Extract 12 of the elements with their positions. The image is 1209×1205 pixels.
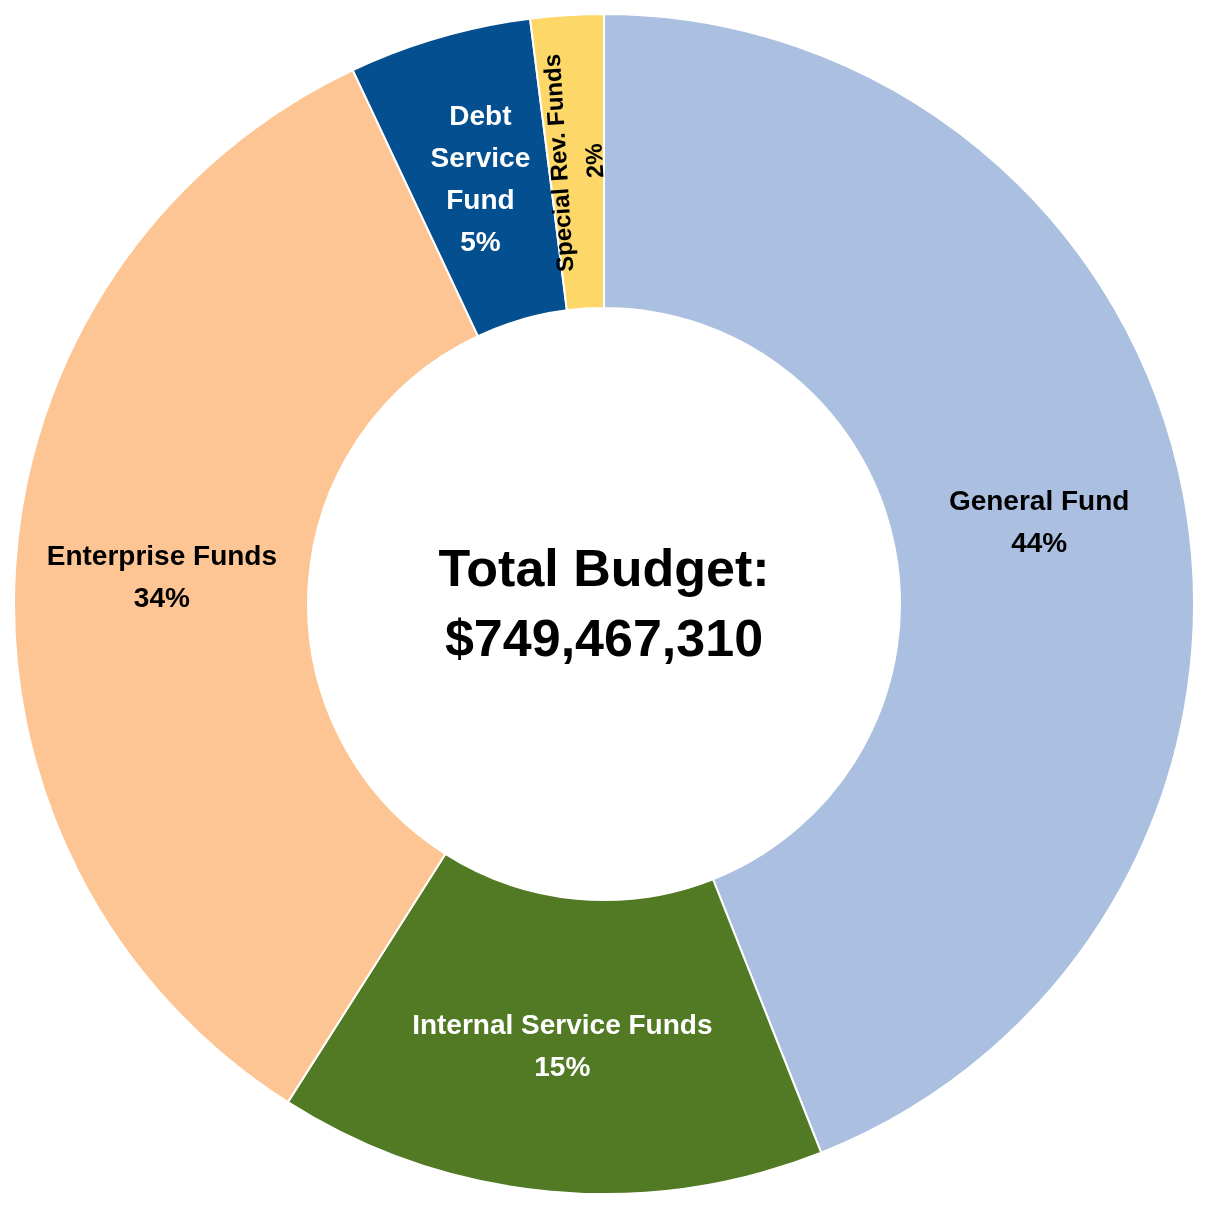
data-label: 15%	[534, 1050, 591, 1082]
slice-label: Internal Service Funds	[412, 1008, 713, 1040]
slice-label: General Fund	[948, 484, 1130, 516]
text: $749,467,310	[444, 609, 764, 667]
data-label: 2%	[579, 142, 609, 179]
data-label: 34%	[133, 581, 190, 613]
slice-label: Special Rev. Funds	[537, 53, 579, 273]
text: Total Budget:	[438, 539, 770, 597]
data-label: 5%	[460, 226, 501, 258]
data-label: 44%	[1011, 526, 1068, 558]
slice-label: Debt Service Fund	[430, 100, 531, 216]
slice-label: Enterprise Funds	[46, 539, 278, 571]
